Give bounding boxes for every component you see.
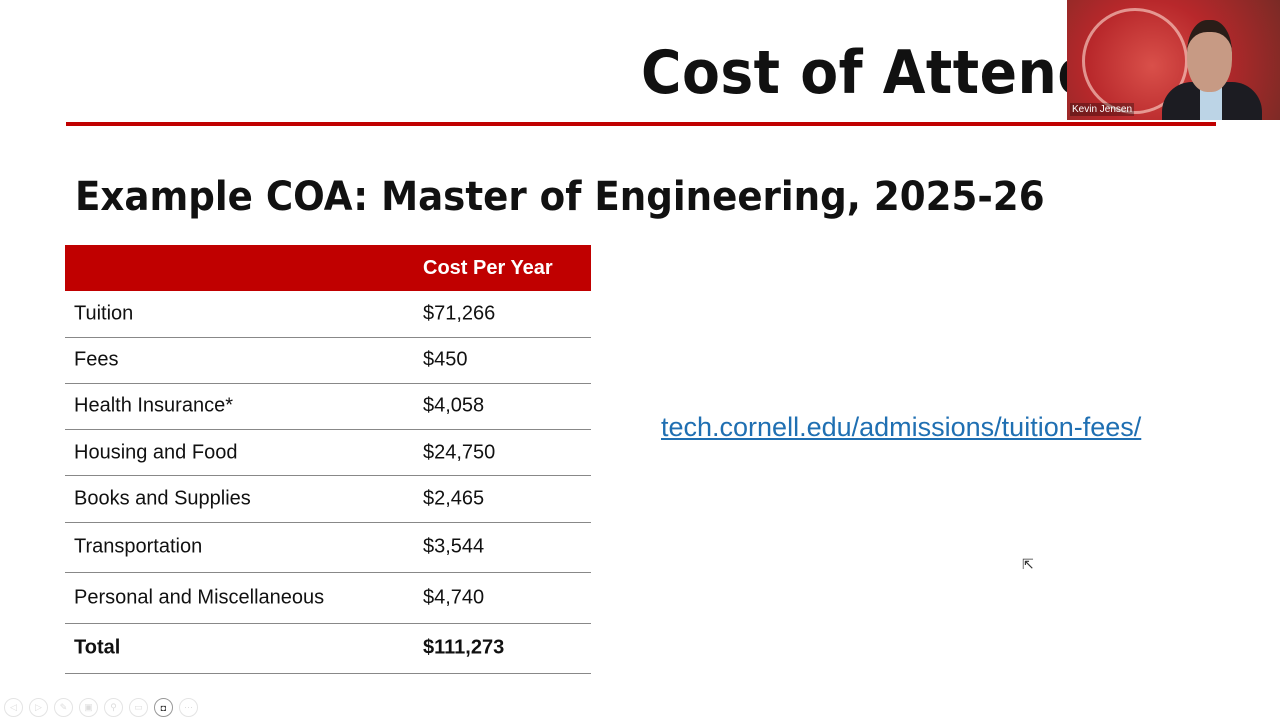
row-label: Health Insurance* <box>74 394 233 417</box>
slide-heading: Example COA: Master of Engineering, 2025… <box>75 174 1045 220</box>
row-label: Housing and Food <box>74 441 238 463</box>
table-row: Books and Supplies $2,465 <box>65 476 591 523</box>
total-label: Total <box>74 636 121 659</box>
more-icon[interactable]: ⋯ <box>179 698 198 717</box>
previous-icon[interactable]: ◁ <box>4 698 23 717</box>
row-label: Personal and Miscellaneous <box>74 586 325 609</box>
zoom-icon[interactable]: ⚲ <box>104 698 123 717</box>
row-value: $3,544 <box>423 535 485 558</box>
table-row: Transportation $3,544 <box>65 523 591 573</box>
tuition-fees-link[interactable]: tech.cornell.edu/admissions/tuition-fees… <box>661 412 1142 442</box>
table-row: Fees $450 <box>65 338 591 384</box>
total-value: $111,273 <box>423 636 505 659</box>
row-label: Tuition <box>74 302 134 325</box>
table-row: Health Insurance* $4,058 <box>65 384 591 430</box>
title-divider <box>66 122 1216 126</box>
table-header: Cost Per Year <box>65 245 591 291</box>
mouse-cursor-icon: ⇱ <box>1022 556 1034 572</box>
pen-icon[interactable]: ✎ <box>54 698 73 717</box>
subtitles-icon[interactable]: ▭ <box>129 698 148 717</box>
next-icon[interactable]: ▷ <box>29 698 48 717</box>
row-value: $4,740 <box>423 586 485 609</box>
row-label: Books and Supplies <box>74 487 251 510</box>
slide-title: Cost of Attend <box>641 38 1098 108</box>
cost-table: Cost Per Year Tuition $71,266 Fees $450 He… <box>65 245 591 674</box>
participant-name: Kevin Jensen <box>1070 103 1135 116</box>
table-row: Tuition $71,266 <box>65 291 591 338</box>
presentation-controls: ◁ ▷ ✎ ▣ ⚲ ▭ ◘ ⋯ <box>4 698 198 717</box>
row-label: Fees <box>74 348 119 371</box>
table-total-row: Total $111,273 <box>65 624 591 674</box>
slides-icon[interactable]: ▣ <box>79 698 98 717</box>
participant-video: Kevin Jensen <box>1067 0 1280 120</box>
row-value: $71,266 <box>423 302 496 325</box>
row-value: $2,465 <box>423 487 485 510</box>
camera-icon[interactable]: ◘ <box>154 698 173 717</box>
row-value: $450 <box>423 348 468 371</box>
row-label: Transportation <box>74 535 203 558</box>
table-row: Housing and Food $24,750 <box>65 430 591 476</box>
participant-image <box>1162 20 1262 120</box>
row-value: $24,750 <box>423 441 496 463</box>
row-value: $4,058 <box>423 394 485 417</box>
table-row: Personal and Miscellaneous $4,740 <box>65 573 591 624</box>
cornell-seal-background <box>1082 8 1188 114</box>
header-cost-per-year: Cost Per Year <box>423 257 553 279</box>
